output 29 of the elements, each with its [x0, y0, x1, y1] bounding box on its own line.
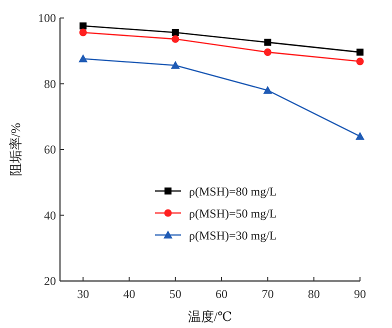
x-tick-label: 40 [123, 287, 136, 301]
point [79, 28, 87, 36]
x-tick-label: 60 [216, 287, 228, 301]
point [172, 35, 180, 43]
y-tick-label: 40 [44, 208, 56, 222]
x-tick-label: 80 [308, 287, 320, 301]
legend-label: ρ(MSH)=50 mg/L [189, 206, 277, 220]
x-tick-label: 30 [77, 287, 90, 301]
y-axis-title: 阻垢率/% [8, 122, 23, 176]
y-tick-label: 20 [44, 274, 56, 288]
y-tick-label: 80 [44, 76, 56, 91]
point [80, 22, 87, 30]
point [356, 58, 364, 66]
x-tick-label: 90 [354, 287, 366, 301]
point [264, 48, 272, 56]
y-tick-label: 100 [38, 11, 56, 25]
point [172, 28, 179, 36]
point [78, 54, 88, 62]
point [356, 48, 364, 56]
point [356, 132, 364, 140]
x-axis-title: 温度/℃ [188, 309, 232, 324]
x-tick-label: 50 [169, 287, 182, 301]
legend-label: ρ(MSH)=30 mg/L [189, 228, 277, 242]
y-tick-label: 60 [44, 142, 56, 156]
x-tick-label: 70 [262, 287, 274, 301]
point [264, 38, 272, 46]
point [263, 86, 272, 94]
point [170, 60, 180, 69]
legend-label: ρ(MSH)=80 mg/L [189, 184, 277, 198]
